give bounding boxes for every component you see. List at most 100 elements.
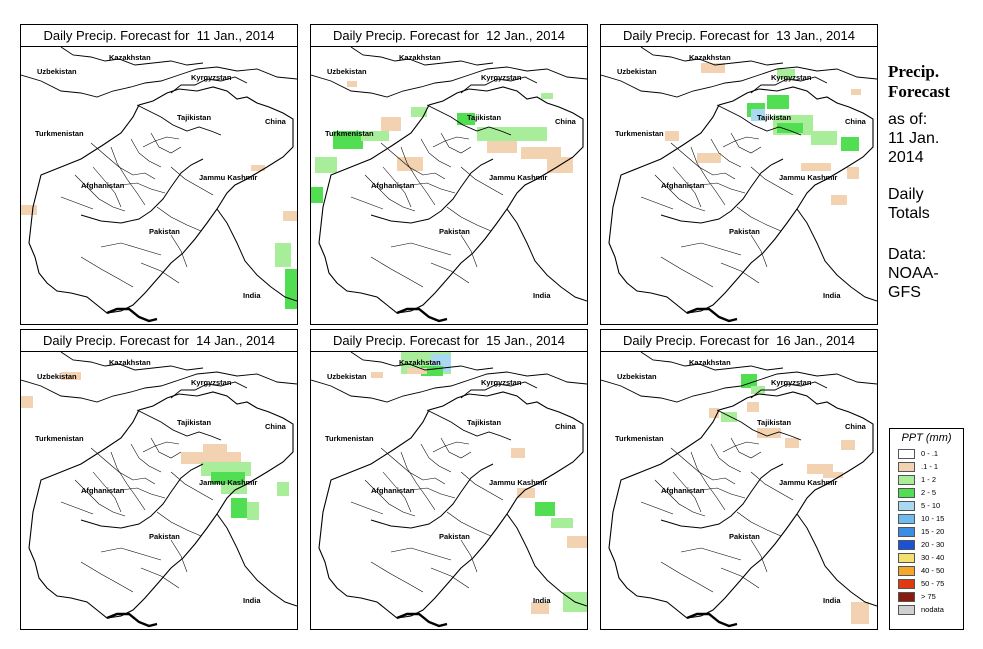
afghanistan-pakistan-border-line xyxy=(660,158,784,224)
province-border-line xyxy=(640,501,674,515)
forecast-panel-jan13: Daily Precip. Forecast for 13 Jan., 2014… xyxy=(600,24,878,325)
label-pakistan: Pakistan xyxy=(149,227,180,236)
label-uzbekistan: Uzbekistan xyxy=(37,372,77,381)
label-tajikistan: Tajikistan xyxy=(467,113,502,122)
precip-cell xyxy=(251,165,265,171)
label-afghanistan: Afghanistan xyxy=(81,486,125,495)
label-afghanistan: Afghanistan xyxy=(371,486,415,495)
province-border-line xyxy=(110,451,146,511)
label-tajikistan: Tajikistan xyxy=(757,418,792,427)
panel-title: Daily Precip. Forecast for 15 Jan., 2014 xyxy=(311,330,587,352)
northern-border-line xyxy=(21,66,297,98)
map-drawing xyxy=(311,47,587,323)
legend-label: 15 - 20 xyxy=(921,527,945,536)
legend-label: 10 - 15 xyxy=(921,514,945,523)
kazakhstan-border-line xyxy=(640,47,784,66)
afghanistan-pakistan-border-line xyxy=(660,463,784,529)
coastline-line xyxy=(106,307,158,323)
northern-border-line xyxy=(21,371,297,403)
label-jammu-kashmir: Jammu Kashmir xyxy=(779,478,838,487)
label-turkmenistan: Turkmenistan xyxy=(35,129,84,138)
label-uzbekistan: Uzbekistan xyxy=(327,67,367,76)
precip-cell xyxy=(831,195,847,205)
precip-cell xyxy=(709,408,719,418)
panel-title: Daily Precip. Forecast for 14 Jan., 2014 xyxy=(21,330,297,352)
tajikistan-border-line xyxy=(136,104,222,136)
afghanistan-pakistan-border-line xyxy=(80,158,204,224)
label-kyrgyzstan: Kyrgyzstan xyxy=(191,378,232,387)
province-border-line xyxy=(142,441,180,453)
legend-label: nodata xyxy=(921,605,944,614)
precip-cell xyxy=(811,131,837,145)
province-border-line xyxy=(654,479,706,517)
precip-cell xyxy=(333,131,363,149)
label-afghanistan: Afghanistan xyxy=(81,181,125,190)
label-china: China xyxy=(555,117,576,126)
province-border-line xyxy=(410,487,456,499)
afghanistan-pakistan-border-line xyxy=(370,158,494,224)
kyrgyzstan-border-line xyxy=(170,381,248,399)
tajikistan-border-line xyxy=(426,409,512,441)
tajikistan-border-line xyxy=(136,409,222,441)
province-border-line xyxy=(446,511,492,537)
province-border-line xyxy=(720,567,760,589)
legend-row: 10 - 15 xyxy=(898,514,962,525)
country-border-line xyxy=(28,391,294,619)
legend-row: .1 - 1 xyxy=(898,462,962,473)
legend-row: nodata xyxy=(898,605,962,616)
province-border-line xyxy=(420,443,452,473)
label-tajikistan: Tajikistan xyxy=(177,113,212,122)
label-kazakhstan: Kazakhstan xyxy=(399,358,441,367)
province-border-line xyxy=(672,166,702,208)
province-border-line xyxy=(120,182,166,194)
map-drawing xyxy=(601,352,877,628)
province-border-line xyxy=(690,146,726,206)
label-china: China xyxy=(265,422,286,431)
data-source-line3: GFS xyxy=(888,284,921,301)
map-drawing xyxy=(311,352,587,628)
forecast-map: Kazakhstan Uzbekistan Kyrgyzstan Tajikis… xyxy=(21,47,297,324)
forecast-panel-jan11: Daily Precip. Forecast for 11 Jan., 2014… xyxy=(20,24,298,325)
kyrgyzstan-border-line xyxy=(170,76,248,94)
label-afghanistan: Afghanistan xyxy=(661,486,705,495)
legend-swatch xyxy=(898,605,915,615)
afghanistan-pakistan-border-line xyxy=(80,463,204,529)
label-india: India xyxy=(533,291,551,300)
label-china: China xyxy=(265,117,286,126)
label-kyrgyzstan: Kyrgyzstan xyxy=(481,378,522,387)
panel-title: Daily Precip. Forecast for 16 Jan., 2014 xyxy=(601,330,877,352)
legend-label: 0 - .1 xyxy=(921,449,939,458)
legend-row: > 75 xyxy=(898,592,962,603)
label-jammu-kashmir: Jammu Kashmir xyxy=(489,173,548,182)
label-turkmenistan: Turkmenistan xyxy=(325,434,374,443)
forecast-panel-jan15: Daily Precip. Forecast for 15 Jan., 2014… xyxy=(310,329,588,630)
panel-title: Daily Precip. Forecast for 12 Jan., 2014 xyxy=(311,25,587,47)
tajikistan-border-line xyxy=(716,104,802,136)
precip-cell xyxy=(847,167,859,179)
province-border-line xyxy=(390,242,452,256)
panel-title: Daily Precip. Forecast for 11 Jan., 2014 xyxy=(21,25,297,47)
legend-swatch xyxy=(898,527,915,537)
province-border-line xyxy=(74,479,126,517)
label-turkmenistan: Turkmenistan xyxy=(35,434,84,443)
panel-title: Daily Precip. Forecast for 13 Jan., 2014 xyxy=(601,25,877,47)
side-title-line2: Forecast xyxy=(888,82,950,101)
province-border-line xyxy=(350,196,384,210)
northern-border-line xyxy=(311,371,587,403)
precip-cell xyxy=(275,243,291,267)
kazakhstan-border-line xyxy=(350,47,494,66)
precip-cell xyxy=(315,157,337,173)
precip-cell xyxy=(221,484,247,494)
province-border-line xyxy=(750,166,794,196)
as-of-label: as of: xyxy=(888,111,928,128)
province-border-line xyxy=(410,182,456,194)
precip-cell xyxy=(747,402,759,412)
province-border-line xyxy=(440,437,472,459)
province-border-line xyxy=(736,206,782,232)
legend-swatch xyxy=(898,579,915,589)
coastline-line xyxy=(686,612,738,628)
precip-cell xyxy=(347,81,357,87)
label-pakistan: Pakistan xyxy=(729,227,760,236)
label-turkmenistan: Turkmenistan xyxy=(325,129,374,138)
forecast-map: Kazakhstan Uzbekistan Kyrgyzstan Tajikis… xyxy=(21,352,297,629)
